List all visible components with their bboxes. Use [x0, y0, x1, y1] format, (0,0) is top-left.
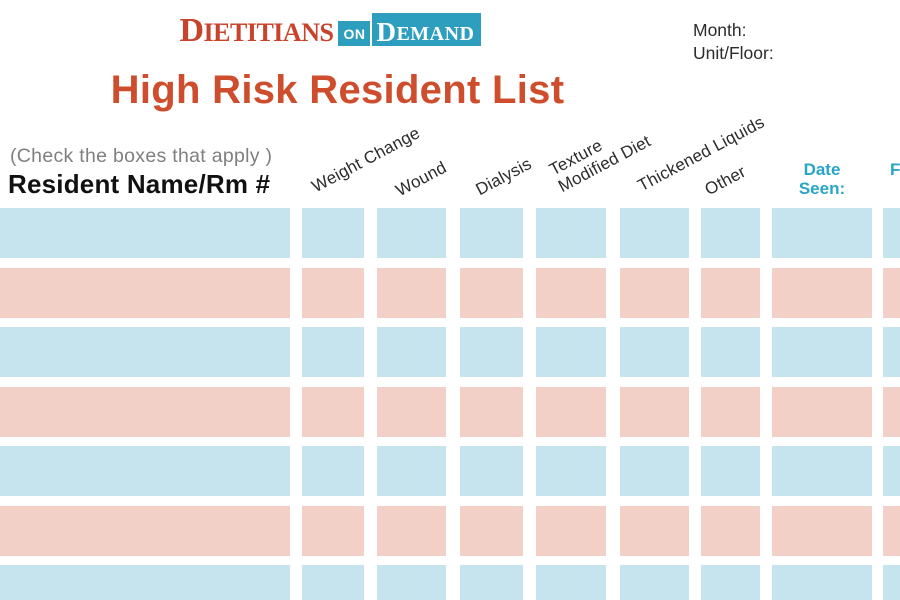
column-header-dialysis: Dialysis — [472, 154, 535, 200]
resident-name-cell[interactable] — [0, 446, 290, 496]
followup-cell[interactable] — [883, 327, 900, 377]
check-cell[interactable] — [536, 267, 606, 318]
unit-floor-label: Unit/Floor: — [693, 42, 774, 63]
check-cell[interactable] — [701, 327, 760, 377]
check-cell[interactable] — [302, 208, 364, 258]
check-cell[interactable] — [377, 505, 446, 556]
check-cell[interactable] — [302, 327, 364, 377]
date-seen-cell[interactable] — [772, 267, 872, 318]
date-seen-cell[interactable] — [772, 505, 872, 556]
date-seen-cell[interactable] — [772, 565, 872, 600]
check-cell[interactable] — [377, 386, 446, 437]
resident-name-cell[interactable] — [0, 565, 290, 600]
check-cell[interactable] — [377, 267, 446, 318]
column-header-other: Other — [701, 161, 749, 200]
followup-cell[interactable] — [883, 386, 900, 437]
check-cell[interactable] — [460, 267, 523, 318]
check-cell[interactable] — [701, 208, 760, 258]
check-cell[interactable] — [701, 446, 760, 496]
followup-cell[interactable] — [883, 446, 900, 496]
check-cell[interactable] — [620, 565, 689, 600]
check-boxes-instructions: (Check the boxes that apply ) — [10, 145, 273, 167]
dietitians-on-demand-logo: DIETITIANS ON D EMAND — [0, 12, 660, 49]
followup-cell[interactable] — [883, 208, 900, 258]
date-seen-cell[interactable] — [772, 446, 872, 496]
check-cell[interactable] — [460, 386, 523, 437]
logo-demand-badge: D EMAND — [372, 13, 481, 46]
check-cell[interactable] — [377, 565, 446, 600]
check-cell[interactable] — [460, 327, 523, 377]
check-cell[interactable] — [460, 505, 523, 556]
check-cell[interactable] — [701, 267, 760, 318]
check-cell[interactable] — [620, 386, 689, 437]
form-meta-fields: Month: Unit/Floor: — [693, 19, 774, 64]
check-cell[interactable] — [536, 565, 606, 600]
check-cell[interactable] — [377, 327, 446, 377]
followup-cell[interactable] — [883, 505, 900, 556]
check-cell[interactable] — [460, 565, 523, 600]
resident-name-cell[interactable] — [0, 267, 290, 318]
logo-dietitians-text: DIETITIANS — [179, 12, 334, 49]
check-cell[interactable] — [701, 505, 760, 556]
followup-cell[interactable] — [883, 267, 900, 318]
column-header-wound: Wound — [392, 157, 450, 201]
check-cell[interactable] — [620, 267, 689, 318]
date-seen-cell[interactable] — [772, 327, 872, 377]
logo-on-badge: ON — [338, 21, 371, 46]
check-cell[interactable] — [302, 446, 364, 496]
date-seen-cell[interactable] — [772, 208, 872, 258]
check-cell[interactable] — [302, 565, 364, 600]
check-cell[interactable] — [536, 208, 606, 258]
check-cell[interactable] — [620, 208, 689, 258]
check-cell[interactable] — [536, 505, 606, 556]
check-cell[interactable] — [460, 208, 523, 258]
resident-name-cell[interactable] — [0, 386, 290, 437]
check-cell[interactable] — [701, 386, 760, 437]
page-title: High Risk Resident List — [110, 68, 565, 112]
date-seen-cell[interactable] — [772, 386, 872, 437]
resident-name-column-header: Resident Name/Rm # — [8, 169, 271, 199]
check-cell[interactable] — [302, 386, 364, 437]
resident-name-cell[interactable] — [0, 327, 290, 377]
month-label: Month: — [693, 20, 747, 40]
check-cell[interactable] — [536, 446, 606, 496]
check-cell[interactable] — [701, 565, 760, 600]
check-cell[interactable] — [620, 505, 689, 556]
check-cell[interactable] — [536, 386, 606, 437]
check-cell[interactable] — [620, 446, 689, 496]
followup-cell[interactable] — [883, 565, 900, 600]
check-cell[interactable] — [377, 208, 446, 258]
check-cell[interactable] — [302, 505, 364, 556]
check-cell[interactable] — [620, 327, 689, 377]
resident-name-cell[interactable] — [0, 208, 290, 258]
check-cell[interactable] — [377, 446, 446, 496]
check-cell[interactable] — [536, 327, 606, 377]
followup-column-header: F — [890, 160, 900, 179]
check-cell[interactable] — [460, 446, 523, 496]
resident-name-cell[interactable] — [0, 505, 290, 556]
date-seen-column-header: Date Seen: — [798, 160, 846, 198]
check-cell[interactable] — [302, 267, 364, 318]
